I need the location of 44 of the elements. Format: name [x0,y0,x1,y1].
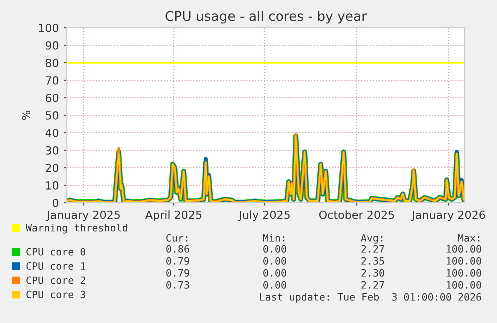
x-tick-label: April 2025 [145,210,202,222]
text: Last update: Tue Feb 3 01:00:00 2026 [260,293,482,303]
text: 0.79 [166,269,190,277]
y-tick-label: 80 [46,58,59,68]
text: 100.00 [447,245,482,253]
text: 100.00 [447,269,482,277]
x-tick-label: January 2025 [46,210,120,222]
legend-label: CPU core 0 [26,248,86,256]
y-axis-title: % [22,110,30,120]
text: 0.00 [264,257,286,265]
text: 100.00 [447,257,482,265]
y-tick-label: 90 [46,41,59,50]
y-tick-label: 20 [46,164,59,172]
y-tick-label: 100 [39,24,59,32]
y-tick-label: 70 [46,76,59,85]
y-tick-label: 60 [46,94,59,102]
text: 2.27 [362,245,384,253]
legend-label: CPU core 1 [26,262,86,270]
text: 0.00 [264,269,286,277]
y-tick-label: 10 [46,181,59,190]
text: 0.00 [264,245,286,253]
y-tick-label: 50 [46,111,59,120]
chart-title: CPU usage - all cores - by year [166,11,368,24]
legend-label: CPU core 3 [26,290,86,298]
text: Min: [263,234,285,242]
y-tick-label: 0 [53,198,59,208]
text: Max: [458,234,480,242]
y-tick-label: 30 [46,146,59,155]
text: 0.86 [166,245,190,253]
text: 0.73 [166,281,190,289]
text: 100.00 [447,281,482,289]
x-tick-label: July 2025 [238,210,290,222]
text: 0.79 [166,257,190,265]
text: Avg: [361,234,383,244]
text: 2.27 [362,281,384,289]
x-tick-label: October 2025 [319,210,394,220]
legend-label: Warning threshold [26,224,128,234]
y-tick-label: 40 [46,128,59,138]
text: 2.30 [362,269,384,277]
text: 2.35 [362,257,384,265]
legend-label: CPU core 2 [26,276,86,284]
x-tick-label: January 2026 [411,210,486,222]
text: 0.00 [264,281,286,289]
text: Cur: [166,234,188,242]
